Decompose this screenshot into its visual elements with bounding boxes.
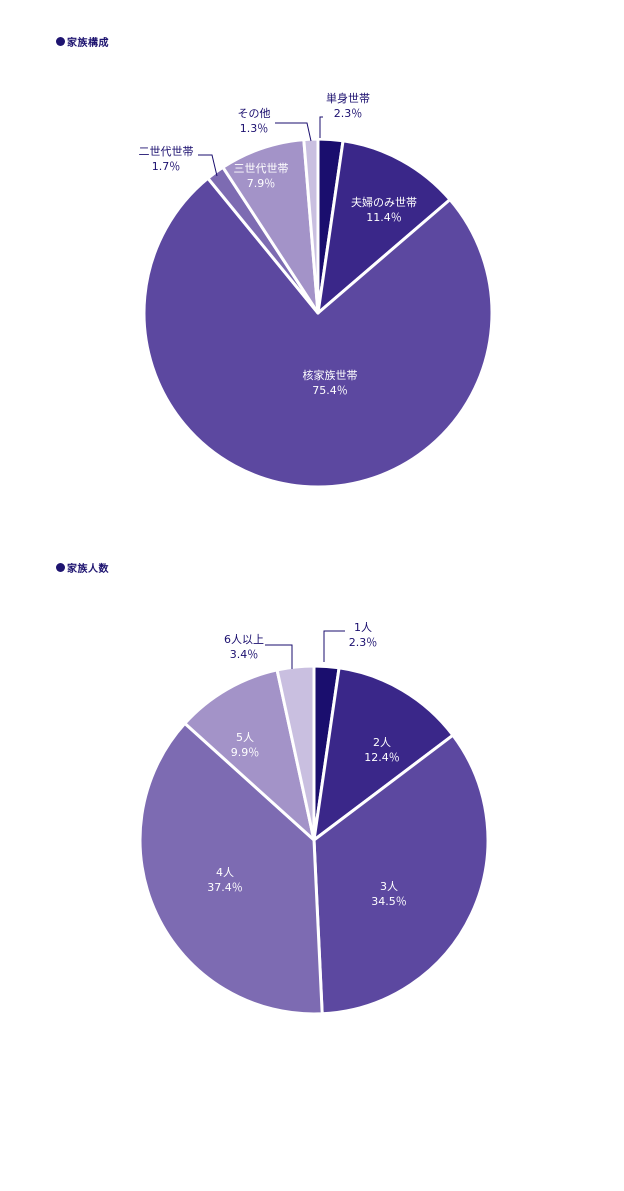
slice-value-label: 3.4％ — [230, 648, 259, 661]
leader-line — [265, 644, 293, 669]
leader-line — [323, 630, 345, 662]
leader-line — [319, 116, 323, 138]
slice-label: 1人 — [354, 621, 372, 634]
slice-value-label: 9.9％ — [231, 746, 260, 759]
pie-slice — [142, 176, 494, 489]
slice-label: 3人 — [380, 880, 398, 893]
slice-value-label: 11.4％ — [366, 211, 402, 224]
pie-slice — [312, 733, 490, 1016]
pie-slice — [312, 666, 455, 842]
slice-value-label: 12.4％ — [364, 751, 400, 764]
section-title-text: 家族構成 — [67, 38, 109, 49]
section-title-text: 家族人数 — [67, 564, 109, 575]
pie-slice — [183, 668, 316, 842]
leader-line — [198, 154, 218, 177]
slice-value-label: 34.5％ — [371, 895, 407, 908]
slice-label: 5人 — [236, 731, 254, 744]
slice-label: 単身世帯 — [326, 91, 370, 105]
pie-slice — [275, 664, 316, 842]
slice-value-label: 2.3％ — [334, 107, 363, 120]
slice-label: 2人 — [373, 736, 391, 749]
section-title-family-composition: 家族構成 — [56, 34, 109, 49]
slice-label: 二世代世帯 — [139, 145, 194, 158]
slice-value-label: 2.3％ — [349, 636, 378, 649]
slice-label: 6人以上 — [224, 633, 264, 646]
slice-value-label: 37.4％ — [207, 881, 243, 894]
slice-value-label: 1.7％ — [152, 160, 181, 173]
slice-label: 三世代世帯 — [234, 162, 289, 175]
bullet-dot-icon — [56, 563, 65, 572]
pie-chart-2: 1人 2.3％ 2人 12.4％ 3人 34.5％ 4人 37.4％ 5人 9.9％ 6人以上 3.4… — [138, 621, 490, 1016]
section-title-family-size: 家族人数 — [56, 560, 109, 575]
slice-value-label: 1.3％ — [240, 122, 269, 135]
slice-value-label: 75.4％ — [312, 384, 348, 397]
slice-value-label: 7.9％ — [247, 177, 276, 190]
slice-label: その他 — [238, 107, 271, 120]
leader-line — [275, 122, 312, 142]
bullet-dot-icon — [56, 37, 65, 46]
pie-chart-1: 単身世帯 2.3％ 夫婦のみ世帯 11.4％ 核家族世帯 75.4％ 二世代世帯 1.7％ 三世… — [139, 91, 494, 489]
slice-label: 4人 — [216, 866, 234, 879]
pie-slice — [138, 721, 324, 1016]
pie-slice — [316, 139, 452, 315]
slice-label: 夫婦のみ世帯 — [351, 195, 417, 209]
slice-label: 核家族世帯 — [303, 368, 358, 382]
